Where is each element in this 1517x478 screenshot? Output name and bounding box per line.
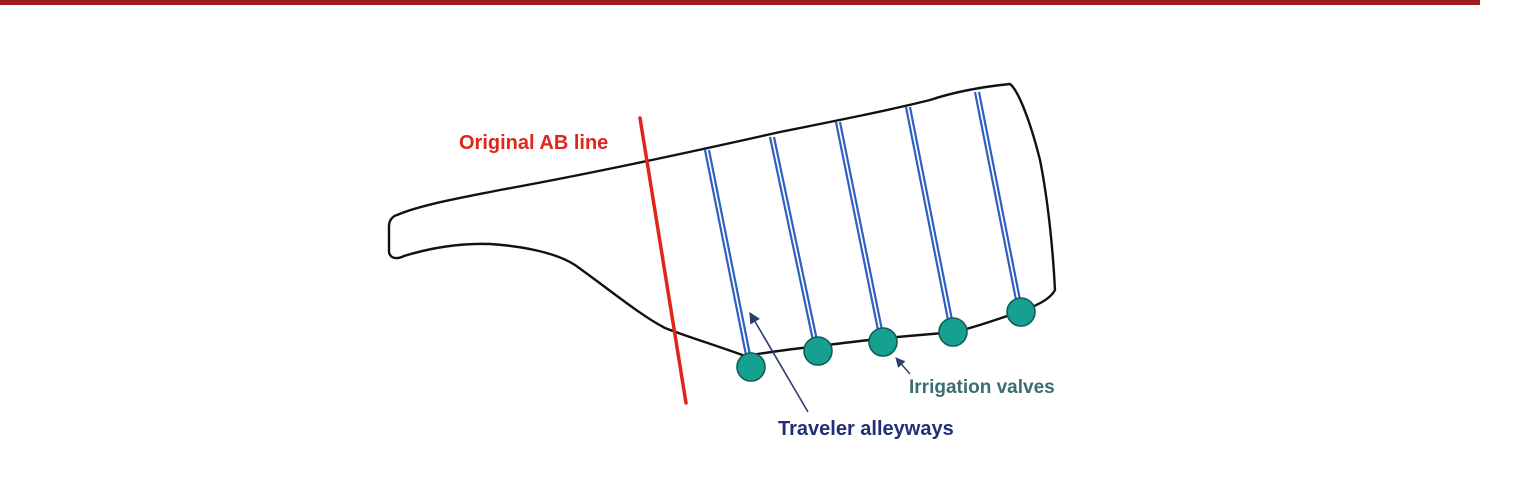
alleyway-2-right	[772, 136, 821, 351]
alleyway-5-right	[977, 91, 1024, 311]
valve-icon	[938, 317, 968, 347]
valve-icon	[1006, 297, 1036, 327]
alleyway-4	[904, 106, 956, 331]
alleyway-5	[973, 91, 1024, 311]
alleyway-1-right	[707, 149, 754, 366]
alleyway-3	[834, 121, 886, 341]
alleyway-pointer-arrow	[749, 312, 809, 413]
alleyway-1	[703, 149, 754, 366]
alleyway-3-right	[838, 121, 886, 341]
valve-pointer-arrow	[895, 357, 911, 375]
valve-icon	[803, 336, 833, 366]
original-ab-line	[638, 116, 688, 405]
traveler-alleyways	[703, 91, 1024, 366]
alleyway-3-left	[834, 121, 882, 341]
valve-icon	[736, 352, 766, 382]
alleyway-2	[768, 136, 821, 351]
traveler-alleyways-label: Traveler alleyways	[778, 418, 954, 440]
alleyway-4-left	[904, 106, 952, 331]
irrigation-valves-label: Irrigation valves	[909, 377, 1055, 398]
top-rule	[0, 0, 1480, 5]
ab-line-label: Original AB line	[459, 132, 609, 154]
alleyway-1-left	[703, 149, 750, 366]
irrigation-valves	[736, 297, 1036, 382]
valve-icon	[868, 327, 898, 357]
alleyway-5-left	[973, 91, 1020, 311]
alleyway-2-left	[768, 136, 817, 351]
alleyway-4-right	[908, 106, 956, 331]
